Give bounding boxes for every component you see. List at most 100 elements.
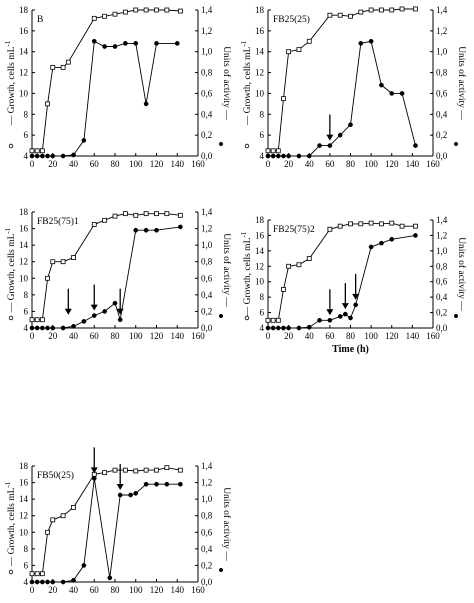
growth-point [306, 256, 312, 261]
growth-point [45, 529, 50, 535]
activity-point [275, 153, 281, 159]
arrow-head [352, 293, 360, 300]
series-line-growth [268, 8, 416, 152]
x-tick-label: 0 [266, 331, 271, 341]
y-right-tick-label: 0,0 [436, 323, 448, 333]
activity-point [154, 227, 159, 233]
series-line-growth [268, 222, 416, 321]
y-left-tick-label: 18 [19, 5, 29, 15]
x-tick-label: 100 [129, 159, 143, 169]
y-left-tick-label: 16 [19, 478, 29, 488]
y-left-tick-label: 14 [19, 240, 29, 250]
activity-point [270, 153, 276, 159]
y-right-tick-label: 0,8 [436, 68, 448, 78]
activity-point [281, 325, 286, 331]
y-left-label: — Growth, cells mL-1 [4, 40, 17, 126]
growth-point [29, 571, 35, 577]
y-right-tick-label: 0,4 [436, 292, 448, 302]
activity-point [348, 122, 353, 128]
x-tick-label: 100 [364, 331, 378, 341]
panel-title: FB25(25) [273, 14, 310, 25]
series-line-activity [268, 234, 416, 329]
activity-point [29, 153, 35, 159]
y-right-tick-label: 1,4 [436, 5, 448, 15]
activity-point [50, 325, 56, 331]
growth-point [143, 7, 149, 13]
x-tick-label: 80 [111, 331, 121, 341]
activity-point [154, 481, 159, 487]
activity-point [45, 579, 50, 585]
y-left-tick-label: 18 [255, 5, 265, 15]
y-left-tick-label: 12 [19, 511, 28, 521]
y-right-label: Units of activity — [456, 46, 467, 120]
activity-point [40, 325, 45, 331]
growth-point [102, 470, 108, 476]
growth-point [389, 7, 395, 13]
x-tick-label: 60 [325, 331, 335, 341]
activity-point [286, 325, 291, 331]
activity-point [327, 143, 333, 148]
y-right-tick-label: 0,8 [201, 257, 213, 267]
activity-point [71, 152, 76, 158]
growth-point [177, 8, 183, 14]
x-tick-label: 160 [426, 331, 440, 341]
activity-point [337, 314, 343, 319]
growth-point [286, 49, 292, 55]
activity-point [133, 227, 139, 233]
growth-point [39, 317, 45, 323]
y-left-tick-label: 12 [255, 68, 264, 78]
y-right-tick-label: 0,8 [201, 68, 213, 78]
chart-panel-5: 0 20 40 60 80 100 120 140 160 4 6 8 10 12 14 16 18 0,0 0,2… [4, 447, 232, 595]
y-right-tick-label: 1,0 [201, 47, 213, 57]
activity-point [296, 325, 302, 331]
growth-point [399, 223, 405, 229]
y-left-tick-label: 10 [255, 277, 265, 287]
activity-point [91, 476, 97, 481]
x-tick-label: 20 [48, 585, 58, 595]
growth-point [265, 148, 271, 154]
y-left-label-exponent: -1 [4, 481, 12, 487]
y-right-tick-label: 0,6 [201, 88, 213, 98]
growth-point [60, 64, 66, 70]
growth-point [296, 47, 302, 53]
y-right-tick-label: 0,0 [201, 577, 213, 587]
activity-point [40, 579, 45, 585]
y-left-label: — Growth, cells mL-1 [4, 227, 17, 313]
arrow-head [116, 308, 124, 315]
y-right-tick-label: 0,4 [201, 290, 213, 300]
y-right-tick-label: 0,2 [201, 560, 212, 570]
x-tick-label: 60 [325, 159, 335, 169]
legend-open-marker [244, 315, 250, 321]
activity-point [91, 38, 97, 44]
growth-point [164, 465, 170, 471]
activity-point [389, 236, 395, 242]
y-right-tick-label: 1,4 [201, 207, 213, 217]
activity-point [353, 302, 359, 308]
growth-point [327, 226, 333, 232]
arrow-head [90, 467, 98, 474]
activity-point [45, 153, 50, 159]
activity-point [368, 244, 374, 250]
x-tick-label: 60 [90, 331, 100, 341]
y-left-label: — Growth, cells mL-1 [4, 481, 17, 567]
growth-point [60, 513, 66, 519]
activity-point [60, 579, 66, 585]
y-left-tick-label: 10 [19, 88, 29, 98]
activity-point [112, 300, 118, 306]
activity-point [60, 325, 66, 331]
growth-point [154, 211, 159, 217]
activity-point [91, 313, 97, 318]
legend-open-marker [244, 143, 250, 149]
y-left-tick-label: 14 [19, 47, 29, 57]
growth-point [348, 13, 353, 19]
y-right-tick-label: 0,0 [201, 323, 213, 333]
y-right-tick-label: 0,4 [436, 109, 448, 119]
x-tick-label: 60 [90, 585, 100, 595]
activity-point [358, 41, 364, 46]
chart-panel-2: 0 20 40 60 80 100 120 140 160 4 6 8 10 12 14 16 18 0,0 0,2… [240, 5, 467, 169]
y-right-tick-label: 1,4 [436, 215, 448, 225]
activity-point [399, 91, 405, 96]
growth-point [337, 12, 343, 18]
activity-point [317, 143, 322, 148]
